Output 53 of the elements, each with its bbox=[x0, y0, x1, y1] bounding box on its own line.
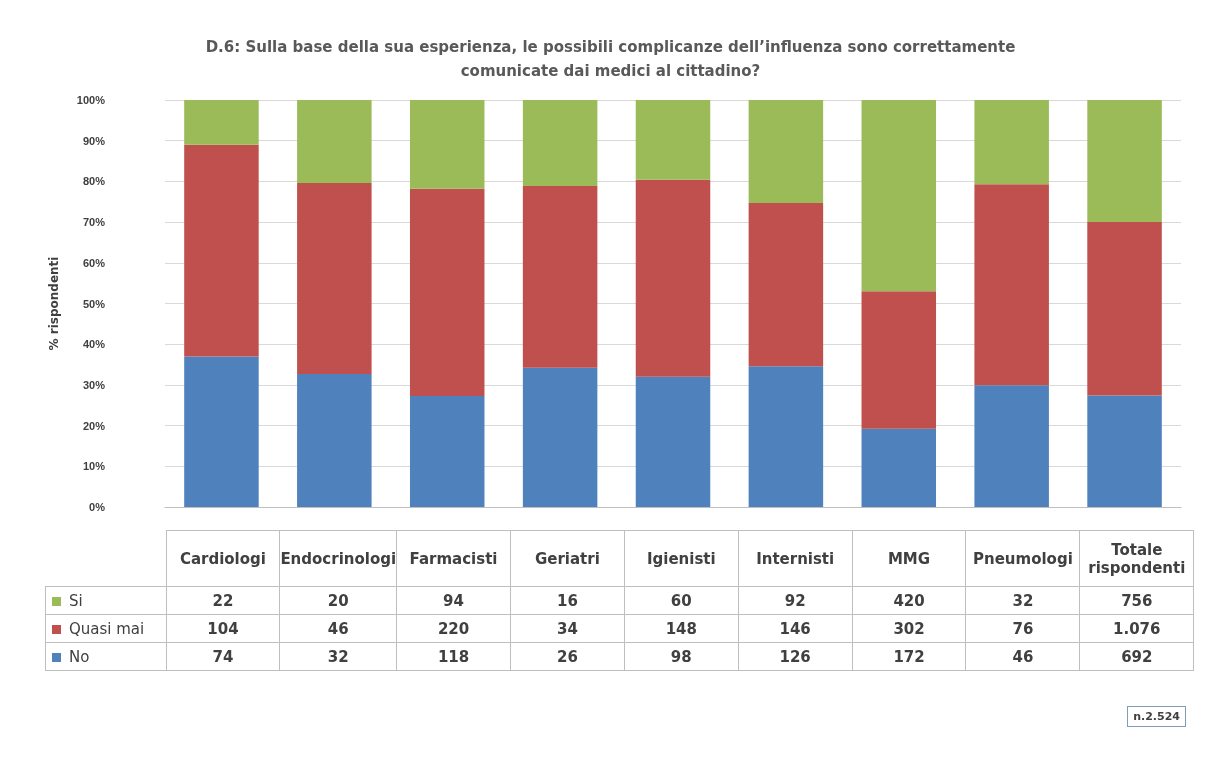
y-tick-label: 90% bbox=[82, 134, 106, 147]
data-label: 32 bbox=[279, 642, 397, 671]
data-label: 34 bbox=[510, 614, 625, 643]
category-label: Internisti bbox=[738, 530, 853, 587]
data-label: 148 bbox=[624, 614, 739, 643]
data-label: 46 bbox=[965, 642, 1080, 671]
text: n.2.524 bbox=[1127, 706, 1186, 727]
y-axis-title: % rispondenti bbox=[47, 256, 61, 351]
data-label: 420 bbox=[852, 586, 966, 615]
category-label: Farmacisti bbox=[396, 530, 511, 587]
data-label: 756 bbox=[1079, 586, 1194, 615]
y-tick-label: 80% bbox=[82, 175, 106, 188]
legend-label: No bbox=[69, 647, 90, 666]
data-label: 302 bbox=[852, 614, 966, 643]
data-label: 26 bbox=[510, 642, 625, 671]
data-label: 126 bbox=[738, 642, 853, 671]
data-label: 74 bbox=[166, 642, 280, 671]
category-label: Geriatri bbox=[510, 530, 625, 587]
y-tick-label: 10% bbox=[82, 460, 106, 473]
data-label: 172 bbox=[852, 642, 966, 671]
y-tick-label: 60% bbox=[82, 256, 106, 269]
y-tick-label: 20% bbox=[82, 419, 106, 432]
data-label: 16 bbox=[510, 586, 625, 615]
y-tick-label: 40% bbox=[82, 338, 106, 351]
y-tick-label: 100% bbox=[76, 94, 106, 106]
y-tick-label: 30% bbox=[82, 378, 106, 391]
data-label: 76 bbox=[965, 614, 1080, 643]
legend-label: Quasi mai bbox=[69, 619, 145, 638]
data-label: 104 bbox=[166, 614, 280, 643]
category-label: Totale rispondenti bbox=[1079, 530, 1194, 587]
y-tick-label: 50% bbox=[82, 297, 106, 310]
data-label: 60 bbox=[624, 586, 739, 615]
data-label: 22 bbox=[166, 586, 280, 615]
category-label: Pneumologi bbox=[965, 530, 1080, 587]
data-label: 20 bbox=[279, 586, 397, 615]
y-tick-label: 0% bbox=[89, 501, 106, 513]
legend-label: Si bbox=[69, 591, 83, 610]
data-label: 94 bbox=[396, 586, 511, 615]
data-label: 692 bbox=[1079, 642, 1194, 671]
chart-title: D.6: Sulla base della sua esperienza, le possibili complicanze dell’influenza sono correttamente comunicate dai medici al cittadino? bbox=[205, 38, 1016, 80]
data-label: 118 bbox=[396, 642, 511, 671]
data-label: 92 bbox=[738, 586, 853, 615]
y-tick-label: 70% bbox=[82, 216, 106, 229]
data-label: 46 bbox=[279, 614, 397, 643]
data-label: 32 bbox=[965, 586, 1080, 615]
data-label: 98 bbox=[624, 642, 739, 671]
category-label: Endocrinologi bbox=[279, 530, 397, 587]
data-label: 146 bbox=[738, 614, 853, 643]
category-label: Igienisti bbox=[624, 530, 739, 587]
data-label: 1.076 bbox=[1079, 614, 1194, 643]
category-label: MMG bbox=[852, 530, 966, 587]
category-label: Cardiologi bbox=[166, 530, 280, 587]
data-label: 220 bbox=[396, 614, 511, 643]
